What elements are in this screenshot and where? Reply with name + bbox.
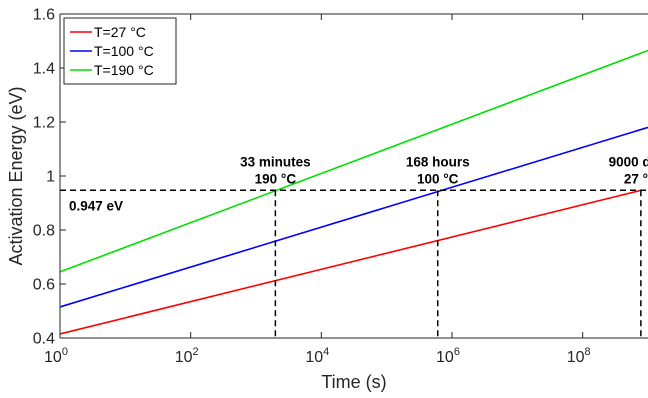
legend-label-0: T=27 °C [94, 24, 146, 40]
reference-line-label: 0.947 eV [69, 198, 123, 213]
series-line-0 [59, 189, 642, 335]
axes: 0.4 0.6 0.8 1 1.2 1.4 1.6 100 102 104 106 108 Time (… [6, 7, 648, 392]
x-tick-label-0: 100 [44, 346, 68, 366]
x-tick-label-1: 102 [175, 346, 199, 366]
series-line-1 [59, 126, 648, 308]
marker-label-line2-1: 100 °C [417, 171, 459, 186]
y-tick-label-4: 1.2 [33, 115, 55, 132]
legend-label-2: T=190 °C [94, 62, 154, 78]
marker-label-line2-2: 27 °C [624, 171, 648, 186]
marker-label-line1-0: 33 minutes [240, 154, 311, 169]
y-tick-label-6: 1.6 [33, 7, 55, 24]
x-tick-label-2: 104 [305, 346, 329, 366]
y-tick-label-5: 1.4 [33, 61, 55, 78]
plot-content: 0.947 eV 33 minutes 190 °C 168 hours 100 °C 9… [59, 49, 648, 338]
y-axis-title: Activation Energy (eV) [6, 86, 26, 265]
legend-label-1: T=100 °C [94, 43, 154, 59]
legend: T=27 °C T=100 °C T=190 °C [63, 17, 177, 85]
x-tick-label-3: 106 [436, 346, 460, 366]
marker-label-line2-0: 190 °C [255, 171, 297, 186]
marker-label-line1-1: 168 hours [406, 154, 470, 169]
y-tick-label-1: 0.6 [33, 277, 55, 294]
y-tick-label-0: 0.4 [33, 331, 55, 348]
y-tick-label-2: 0.8 [33, 223, 55, 240]
x-axis-title: Time (s) [321, 372, 386, 392]
x-tick-label-4: 108 [567, 346, 591, 366]
series-line-2 [59, 49, 648, 273]
marker-label-line1-2: 9000 days [609, 154, 648, 169]
y-tick-label-3: 1 [46, 169, 55, 186]
